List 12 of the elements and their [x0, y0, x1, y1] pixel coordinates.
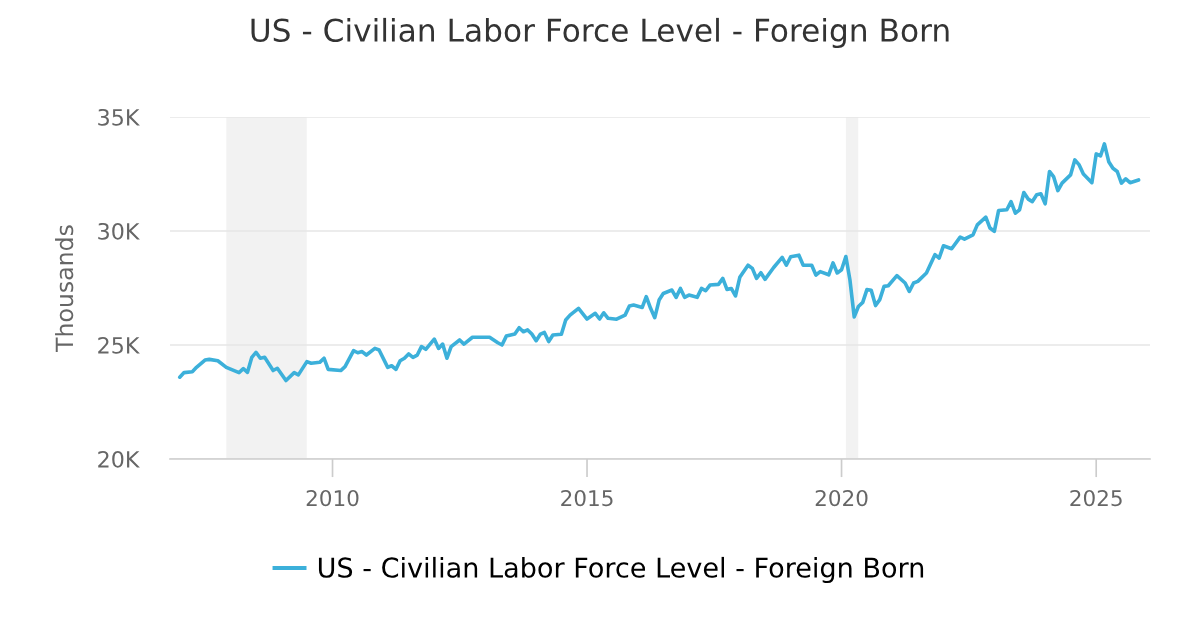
x-tick-label: 2025	[1070, 489, 1122, 507]
y-tick-label: 25K	[98, 336, 140, 354]
chart-title: US - Civilian Labor Force Level - Foreign Born	[251, 17, 949, 49]
line-series	[177, 142, 1141, 383]
y-axis-title: Thousands	[55, 225, 74, 352]
x-tick-label: 2020	[815, 489, 868, 507]
y-tick-label: 35K	[98, 108, 140, 126]
legend-label: US - Civilian Labor Force Level - Foreign Born	[318, 556, 924, 584]
x-tick-label: 2015	[561, 489, 613, 507]
y-tick-label: 20K	[98, 450, 140, 468]
x-tick-label: 2010	[306, 489, 359, 507]
y-tick-label: 30K	[98, 222, 140, 240]
